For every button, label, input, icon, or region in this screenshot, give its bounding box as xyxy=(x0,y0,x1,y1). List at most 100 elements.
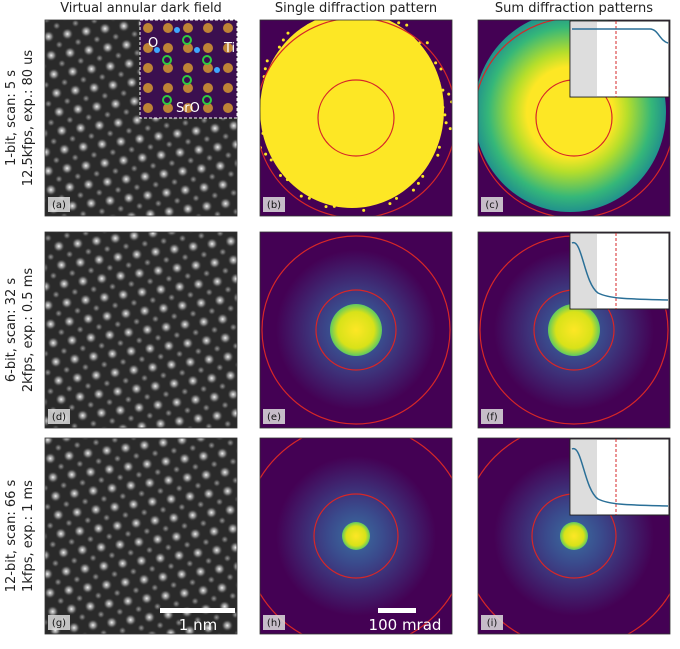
speckle xyxy=(397,190,401,194)
panel xyxy=(260,20,452,216)
speckle xyxy=(301,29,305,33)
scale-label: 1 nm xyxy=(179,616,217,634)
speckle xyxy=(323,20,327,23)
ti-marker xyxy=(214,67,220,73)
speckle xyxy=(275,59,279,63)
speckle xyxy=(314,194,318,198)
speckle xyxy=(426,153,430,157)
panel xyxy=(45,232,237,428)
panel-tag-bg xyxy=(481,409,503,424)
panel-frame xyxy=(259,231,453,429)
ti-marker xyxy=(194,47,200,53)
speckle xyxy=(265,81,269,85)
atom-column xyxy=(163,63,173,73)
speckle xyxy=(437,81,441,85)
speckle xyxy=(265,59,269,63)
speckle xyxy=(278,174,282,178)
speckle xyxy=(447,92,451,96)
ti-marker xyxy=(154,47,160,53)
stem-image xyxy=(45,438,237,634)
panel-tag-bg xyxy=(481,197,503,212)
atom-column xyxy=(223,43,233,53)
speckle xyxy=(388,202,392,206)
atom-column xyxy=(203,103,213,113)
panel xyxy=(260,232,452,428)
speckle xyxy=(395,196,399,200)
atom-column xyxy=(223,23,233,33)
panel-tag: (i) xyxy=(487,618,498,629)
speckle xyxy=(404,33,408,37)
atom-column xyxy=(223,103,233,113)
atom-column xyxy=(143,23,153,33)
speckle xyxy=(286,31,290,35)
atom-column xyxy=(203,63,213,73)
row-label: 12.5kfps, exp.: 80 us xyxy=(21,50,36,187)
atom-column xyxy=(183,23,193,33)
atom-column xyxy=(143,43,153,53)
panel-frame xyxy=(477,437,671,635)
speckle xyxy=(322,194,326,198)
row-label: 6-bit, scan: 32 s xyxy=(4,278,19,383)
speckle xyxy=(450,100,452,104)
speckle xyxy=(362,208,366,212)
row-label: 12-bit, scan: 66 s xyxy=(4,480,19,593)
atom-column xyxy=(143,103,153,113)
sro-marker xyxy=(202,95,212,105)
bf-shade xyxy=(571,234,597,308)
speckle xyxy=(373,199,377,203)
panel-tag: (a) xyxy=(52,200,66,211)
speckle xyxy=(377,193,381,197)
speckle xyxy=(281,38,285,42)
speckle xyxy=(276,159,280,163)
speckle xyxy=(366,203,370,207)
sro-marker xyxy=(202,55,212,65)
scale-bar xyxy=(378,608,416,613)
speckle xyxy=(441,105,445,109)
panel-tag: (h) xyxy=(267,618,281,629)
profile-curve xyxy=(571,242,669,301)
speckle xyxy=(340,204,344,208)
atom-column xyxy=(183,63,193,73)
atom-column xyxy=(223,63,233,73)
atom-column xyxy=(143,63,153,73)
row-label: 2kfps, exp.: 0.5 ms xyxy=(21,268,36,392)
atom-column xyxy=(163,103,173,113)
panel-tag: (f) xyxy=(486,412,497,423)
speckle xyxy=(299,180,303,184)
speckle xyxy=(420,167,424,171)
central-disc xyxy=(342,522,370,550)
panel-tag-bg xyxy=(48,409,70,424)
central-disc xyxy=(330,304,382,356)
speckle xyxy=(299,194,303,198)
bf-ring xyxy=(315,289,397,371)
panel-tag-bg xyxy=(48,615,70,630)
bf-shade xyxy=(571,440,597,514)
column-title: Single diffraction pattern xyxy=(275,1,437,16)
speckle xyxy=(434,61,438,65)
speckle xyxy=(332,204,336,208)
speckle xyxy=(439,67,443,71)
panel xyxy=(478,438,670,634)
scale-bar xyxy=(160,608,235,613)
atom-column xyxy=(203,83,213,93)
speckle xyxy=(374,21,378,25)
speckle xyxy=(438,108,442,112)
speckle xyxy=(448,127,452,131)
column-title: Sum diffraction patterns xyxy=(495,1,653,16)
speckle xyxy=(285,178,289,182)
speckle xyxy=(264,152,268,156)
speckle xyxy=(402,184,406,188)
speckle xyxy=(265,138,269,142)
profile-curve xyxy=(571,448,669,507)
atom-column xyxy=(183,103,193,113)
sro-marker xyxy=(162,55,172,65)
speckle xyxy=(436,153,440,157)
panel-frame xyxy=(259,19,453,217)
panel-tag: (c) xyxy=(485,200,498,211)
profile-curve xyxy=(572,28,669,44)
inset-label: SrO xyxy=(176,101,200,116)
panel-tag-bg xyxy=(263,197,285,212)
atom-column xyxy=(203,23,213,33)
atom-column xyxy=(223,83,233,93)
atom-column xyxy=(143,83,153,93)
